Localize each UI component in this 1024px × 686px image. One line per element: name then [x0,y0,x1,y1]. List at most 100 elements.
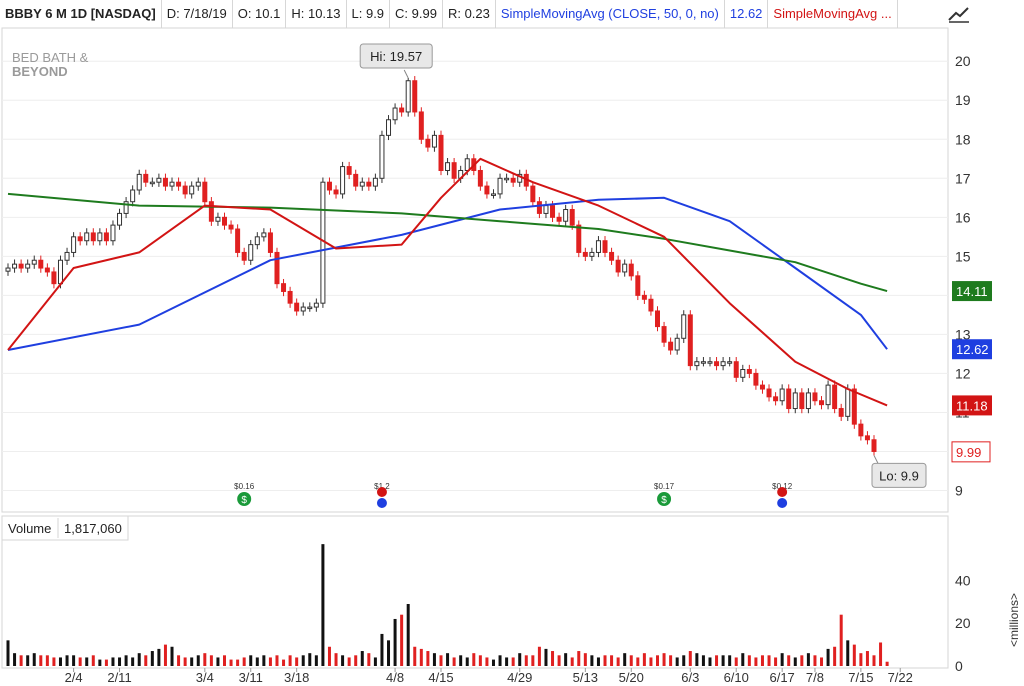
candle-body [64,251,70,261]
candle-body [340,166,346,195]
volume-bar [518,653,522,666]
candle-body [635,275,641,296]
volume-bar [236,659,240,666]
candle-body [536,201,542,214]
volume-bar [885,661,889,666]
candle-body [687,314,693,367]
candle-body [294,302,300,312]
lo-marker-box [871,462,927,488]
volume-bar [616,657,620,666]
price-tick-label: 13 [955,326,971,342]
candle-body [379,134,385,179]
moving-average-lines [7,157,888,407]
volume-bar [163,644,167,666]
candle-body [825,384,831,406]
price-badge-text: 9.99 [956,445,981,460]
candle-body [25,263,31,269]
volume-bar [800,655,804,666]
earnings-event-marker: $0.12 [772,482,793,508]
dividend-icon [237,492,252,506]
volume-bar [544,648,548,666]
volume-bar [846,640,850,666]
candle-body [84,232,90,242]
volume-bar [144,655,148,666]
candle-body [386,119,392,136]
candle-body [753,372,759,386]
candle-body [812,392,818,402]
candle-body [51,271,57,285]
date-tick-label: 2/4 [65,670,83,685]
volume-bar [741,653,745,666]
sma-blue-label[interactable]: SimpleMovingAvg (CLOSE, 50, 0, no) [496,0,725,28]
volume-bar [833,646,837,666]
price-pane[interactable] [1,27,949,513]
symbol-label[interactable]: BBBY 6 M 1D [NASDAQ] [0,0,162,28]
candle-body [77,236,83,242]
volume-bar [577,651,581,666]
volume-bar [642,653,646,666]
candle-body [668,341,674,351]
candle-body [786,388,792,410]
candle-body [208,201,214,222]
candle-body [412,80,418,113]
drawing-tool-icon[interactable] [944,0,974,28]
sma-50-blue-line [7,196,888,351]
volume-bar [852,644,856,666]
candle-body [117,212,123,226]
candle-body [858,423,864,437]
volume-tick-label: 0 [955,658,963,674]
volume-bar [734,657,738,666]
candle-body [248,244,254,261]
candle-body [582,251,588,257]
price-tick-label: 17 [955,170,971,186]
volume-bar [557,655,561,666]
volume-bar [268,657,272,666]
candle-body [405,80,411,113]
candle-body [346,166,352,175]
candle-body [313,302,319,308]
close-label: C: 9.99 [390,0,443,28]
volume-bar [774,657,778,666]
volume-bar [229,659,233,666]
candle-body [595,240,601,253]
candle-body [418,111,424,140]
volume-bar [688,651,692,666]
volume-bar [39,655,43,666]
logo-line1: BED BATH & [12,50,89,65]
volume-pane[interactable] [1,515,949,669]
candle-body [655,310,660,328]
volume-bar [131,657,135,666]
volume-bar [839,614,843,666]
volume-bar [13,653,17,666]
candle-body [241,251,247,261]
candle-body [287,290,293,304]
volume-bar [58,657,62,666]
volume-bar [334,653,338,666]
candle-body [477,169,483,187]
chart-header: BBBY 6 M 1D [NASDAQ] D: 7/18/19 O: 10.1 … [0,0,1024,28]
date-tick-label: 3/11 [239,670,263,685]
volume-bar [104,659,108,666]
date-tick-label: 4/8 [386,670,404,685]
volume-bar [354,655,358,666]
candle-body [12,263,18,269]
candle-body [700,361,706,364]
volume-bar [327,646,331,666]
dividend-icon [657,492,672,506]
volume-bar [636,657,640,666]
dividend-event-marker: $0.17 $ [654,482,675,506]
candle-body [195,181,201,187]
sma-red-line [7,157,888,407]
volume-bar [485,657,489,666]
price-badge-red: 11.18 [952,395,992,416]
candle-body [766,388,772,398]
volume-bar [760,655,764,666]
candle-body [5,267,11,272]
candle-body [97,232,103,242]
volume-bar [249,655,253,666]
volume-bar [177,655,181,666]
sma-red-label[interactable]: SimpleMovingAvg ... [768,0,898,28]
hi-marker-pointer [403,69,409,79]
volume-bar [537,646,541,666]
